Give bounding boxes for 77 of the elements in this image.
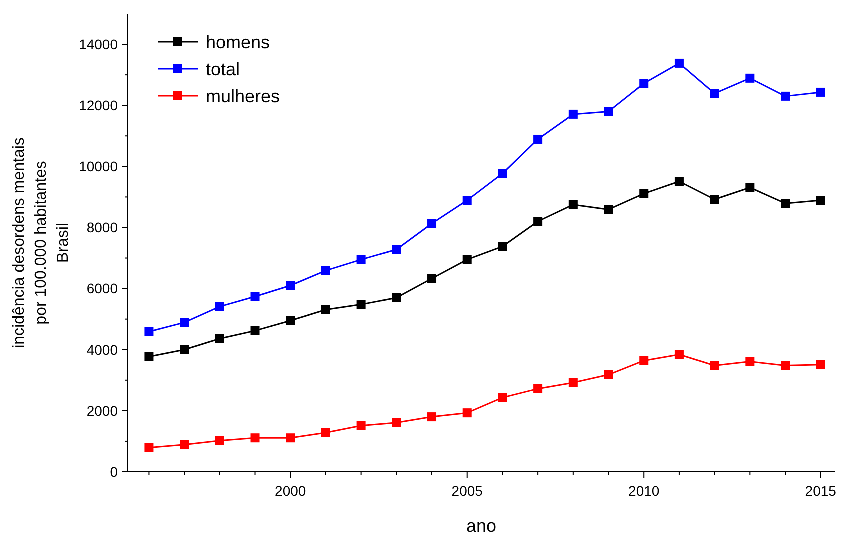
point [356, 255, 366, 264]
point [640, 79, 649, 88]
point [640, 356, 649, 366]
point [250, 292, 260, 302]
point [144, 327, 154, 336]
legend-label: homens [206, 32, 270, 52]
point [498, 169, 508, 178]
point [180, 440, 190, 450]
point [674, 58, 684, 68]
point [286, 316, 296, 326]
x-tick-label: 2005 [452, 483, 484, 499]
point [428, 219, 437, 228]
x-tick-label: 2010 [628, 483, 660, 499]
point [816, 88, 826, 97]
point [462, 255, 472, 264]
point [144, 443, 154, 452]
legend-label: total [206, 59, 240, 80]
y-axis-title: incidência desordens mentais por 100.000 habitantes Brasil [11, 138, 72, 348]
y-tick-label: 0 [110, 464, 118, 480]
x-tick-label: 2000 [275, 483, 306, 499]
point [816, 360, 826, 370]
point [781, 361, 790, 370]
point [604, 107, 614, 116]
point [604, 205, 614, 214]
point [180, 345, 190, 354]
point [215, 334, 224, 344]
point [180, 318, 190, 328]
point [392, 293, 402, 302]
point [286, 281, 296, 290]
point [215, 302, 224, 312]
point [710, 361, 720, 370]
legend-label: mulheres [206, 86, 280, 106]
x-tick-label: 2015 [805, 483, 837, 499]
point [498, 242, 508, 252]
point [462, 408, 472, 418]
point [392, 245, 402, 254]
point [356, 300, 366, 310]
y-tick-label: 2000 [86, 402, 118, 419]
y-tick-label: 4000 [86, 342, 118, 358]
point [568, 110, 578, 119]
y-tick-label: 8000 [86, 220, 118, 236]
y-tick-label: 12000 [79, 98, 118, 114]
point [746, 183, 755, 192]
point [816, 196, 826, 206]
point [215, 436, 224, 446]
point [321, 266, 330, 276]
point [428, 412, 437, 422]
point [392, 418, 402, 428]
point [321, 428, 330, 438]
point [710, 195, 720, 204]
y-tick-label: 6000 [86, 280, 118, 297]
point [746, 74, 755, 83]
point [568, 200, 578, 210]
y-tick-label: 14000 [79, 36, 118, 52]
point [640, 189, 649, 198]
point [781, 92, 790, 101]
point [568, 378, 578, 388]
point [250, 434, 260, 443]
point [428, 274, 437, 284]
point [462, 196, 472, 206]
point [498, 393, 508, 402]
point [356, 421, 366, 430]
point [604, 370, 614, 380]
point [710, 89, 720, 98]
point [286, 434, 296, 443]
point [534, 384, 543, 394]
point [746, 357, 755, 366]
point [674, 350, 684, 360]
y-tick-label: 10000 [79, 158, 118, 175]
point [781, 199, 790, 208]
point [674, 177, 684, 186]
point [144, 352, 154, 362]
x-axis-title: ano [466, 516, 497, 536]
point [534, 217, 543, 226]
point [321, 305, 330, 314]
point [534, 134, 543, 144]
point [250, 326, 260, 336]
